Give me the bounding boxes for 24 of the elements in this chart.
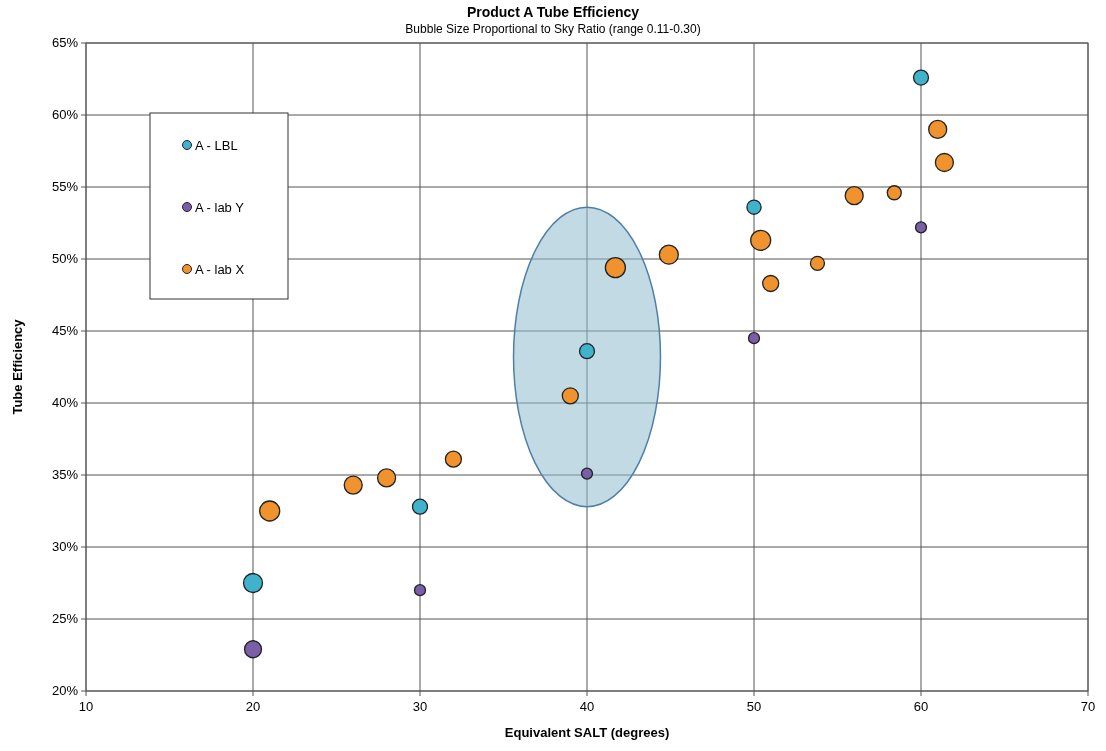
y-tick-label: 60% — [51, 107, 79, 122]
y-tick-label: 20% — [51, 683, 79, 698]
x-tick-label: 20 — [245, 699, 261, 714]
y-tick-label: 45% — [51, 323, 79, 338]
x-tick-label: 60 — [913, 699, 929, 714]
x-tick-label: 70 — [1080, 699, 1096, 714]
y-tick-label: 65% — [51, 35, 79, 50]
x-axis-title: Equivalent SALT (degrees) — [504, 725, 670, 740]
y-axis-title: Tube Efficiency — [10, 318, 25, 415]
y-tick-label: 55% — [51, 179, 79, 194]
x-tick-label: 50 — [746, 699, 762, 714]
y-tick-label: 40% — [51, 395, 79, 410]
chart-subtitle: Bubble Size Proportional to Sky Ratio (range 0.11-0.30) — [405, 22, 701, 36]
y-tick-label: 30% — [51, 539, 79, 554]
legend-label: A - LBL — [195, 138, 238, 153]
y-tick-label: 25% — [51, 611, 79, 626]
x-tick-label: 10 — [78, 699, 94, 714]
y-tick-label: 50% — [51, 251, 79, 266]
x-tick-label: 40 — [579, 699, 595, 714]
chart-title: Product A Tube Efficiency — [466, 4, 640, 20]
x-tick-label: 30 — [412, 699, 428, 714]
y-tick-label: 35% — [51, 467, 79, 482]
legend-label: A - lab X — [195, 262, 245, 277]
legend-label: A - lab Y — [195, 200, 245, 215]
